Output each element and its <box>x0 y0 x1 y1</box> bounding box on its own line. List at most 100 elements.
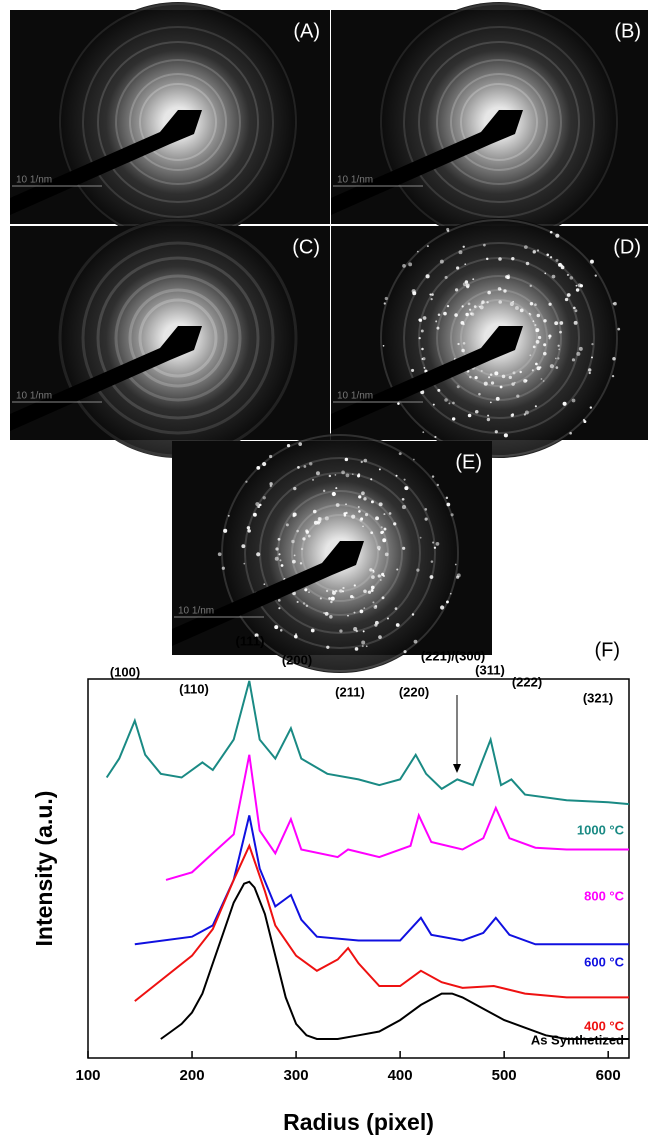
beam-stopper <box>331 326 523 431</box>
spot <box>323 489 326 493</box>
spot <box>435 320 438 323</box>
spot <box>454 563 457 566</box>
spot <box>339 589 343 593</box>
spot <box>269 454 273 459</box>
spot <box>280 564 284 567</box>
spot <box>548 302 552 306</box>
spot <box>386 617 389 620</box>
spot <box>555 366 559 369</box>
peak-label: (111) <box>236 633 265 648</box>
spot <box>467 302 471 306</box>
ring <box>114 274 242 402</box>
spot <box>367 590 372 594</box>
spot <box>525 261 530 266</box>
diffraction-panel: (A) 10 1/nm <box>10 2 330 242</box>
spot <box>542 380 545 382</box>
spot <box>412 458 415 461</box>
spot <box>529 302 534 306</box>
ring <box>244 457 436 649</box>
spot <box>342 590 345 593</box>
spot <box>395 623 400 627</box>
spot <box>358 495 362 499</box>
spot <box>495 396 500 401</box>
spot <box>378 468 381 471</box>
diffraction-panel: (E) 10 1/nm <box>172 433 492 673</box>
spot <box>540 378 543 380</box>
ring <box>460 83 538 161</box>
spot <box>535 362 538 366</box>
ring <box>81 241 275 435</box>
spot <box>370 500 374 504</box>
spot <box>411 368 415 372</box>
diffraction-panel: (B) 10 1/nm <box>331 2 648 242</box>
spot <box>469 308 472 311</box>
spot <box>532 250 536 254</box>
spot <box>506 275 510 280</box>
spot <box>269 482 273 486</box>
spot <box>425 274 430 279</box>
spot <box>413 639 418 644</box>
spot <box>559 321 564 325</box>
spot <box>611 374 615 378</box>
spot <box>524 410 529 415</box>
series-line <box>165 754 629 881</box>
spot <box>378 635 382 640</box>
spot <box>293 554 296 557</box>
spot <box>329 615 333 619</box>
spot <box>446 227 450 231</box>
spot <box>590 259 594 264</box>
spot <box>371 575 375 579</box>
spot <box>542 351 547 356</box>
spot <box>503 433 508 438</box>
diffraction-panel: (C) 10 1/nm <box>10 218 330 458</box>
spot <box>295 633 298 636</box>
spot <box>379 579 382 581</box>
spot <box>431 293 434 296</box>
spot <box>548 337 551 340</box>
spot <box>486 417 491 422</box>
spot <box>462 245 465 248</box>
spot <box>612 302 615 305</box>
spot <box>357 473 361 476</box>
spot <box>354 647 359 651</box>
spot <box>480 302 483 305</box>
scale-label: 10 1/nm <box>337 175 373 186</box>
spot <box>324 611 329 616</box>
spot <box>498 300 502 304</box>
series-line <box>134 815 629 946</box>
spot <box>279 559 282 562</box>
spot <box>465 312 469 317</box>
spot <box>411 289 416 294</box>
spot <box>499 385 503 389</box>
spot <box>302 602 306 605</box>
spot <box>498 257 502 261</box>
spot <box>461 348 465 353</box>
spot <box>351 514 356 519</box>
spot <box>469 375 472 379</box>
spot <box>262 461 267 467</box>
spot <box>594 274 597 277</box>
spot <box>393 522 397 526</box>
spot <box>429 293 432 296</box>
spot <box>361 491 365 496</box>
spot <box>404 486 409 491</box>
spot <box>511 382 515 386</box>
spot <box>256 465 261 470</box>
spot <box>382 538 387 543</box>
spot <box>370 478 373 481</box>
spot <box>299 562 303 565</box>
beam-stopper <box>331 110 523 215</box>
peak-label: (321) <box>583 690 613 705</box>
spot <box>335 487 338 490</box>
spot <box>534 324 537 327</box>
ring <box>97 41 259 203</box>
spot <box>574 309 578 313</box>
spot <box>372 601 375 604</box>
spot <box>512 371 516 375</box>
spot <box>474 409 479 414</box>
spot <box>274 556 279 561</box>
spot <box>497 287 502 291</box>
plot-frame <box>87 678 630 1059</box>
spot <box>422 431 425 434</box>
spot <box>403 650 407 654</box>
